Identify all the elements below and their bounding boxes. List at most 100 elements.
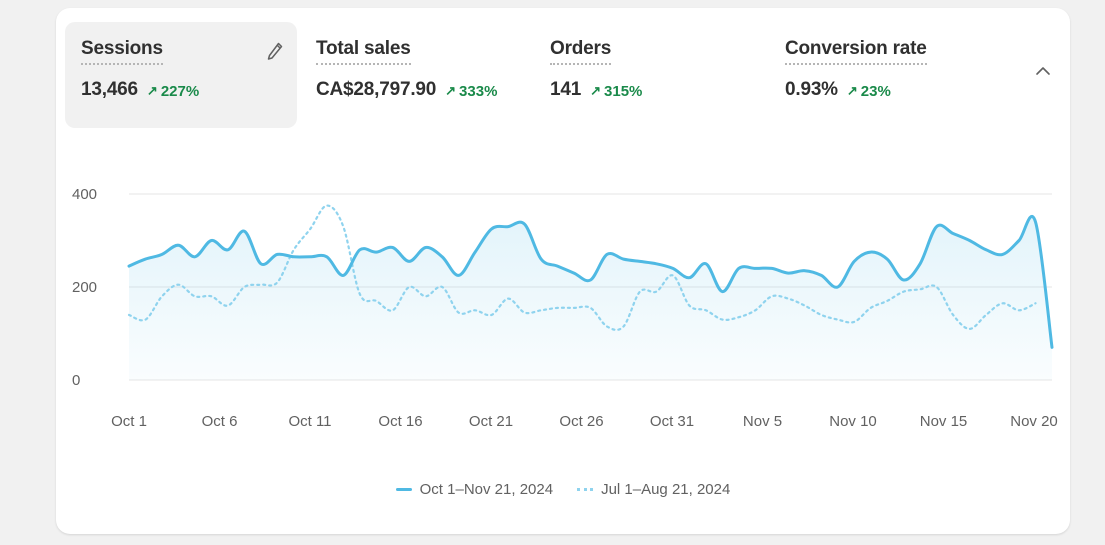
- series-point-current[interactable]: [258, 261, 264, 267]
- series-point-previous[interactable]: [406, 284, 412, 290]
- series-point-previous[interactable]: [835, 317, 841, 323]
- series-point-previous[interactable]: [802, 303, 808, 309]
- legend-item-previous[interactable]: Jul 1–Aug 21, 2024: [577, 481, 730, 498]
- series-point-current[interactable]: [192, 254, 198, 260]
- series-point-previous[interactable]: [670, 272, 676, 278]
- series-point-previous[interactable]: [934, 284, 940, 290]
- series-point-current[interactable]: [126, 263, 132, 269]
- series-point-current[interactable]: [950, 231, 956, 237]
- series-point-previous[interactable]: [505, 296, 511, 302]
- legend-item-current[interactable]: Oct 1–Nov 21, 2024: [395, 481, 553, 498]
- series-point-current[interactable]: [967, 238, 973, 244]
- series-point-previous[interactable]: [983, 312, 989, 318]
- series-point-current[interactable]: [868, 249, 874, 255]
- series-point-previous[interactable]: [324, 203, 330, 209]
- series-point-previous[interactable]: [340, 224, 346, 230]
- series-point-current[interactable]: [637, 258, 643, 264]
- series-point-previous[interactable]: [818, 312, 824, 318]
- series-point-current[interactable]: [1016, 238, 1022, 244]
- series-point-previous[interactable]: [604, 324, 610, 330]
- series-point-current[interactable]: [307, 254, 313, 260]
- series-point-current[interactable]: [719, 289, 725, 295]
- series-point-current[interactable]: [1033, 219, 1039, 225]
- series-point-current[interactable]: [983, 247, 989, 253]
- series-point-current[interactable]: [736, 265, 742, 271]
- series-point-previous[interactable]: [653, 289, 659, 295]
- series-point-current[interactable]: [406, 258, 412, 264]
- series-point-previous[interactable]: [637, 289, 643, 295]
- series-point-previous[interactable]: [769, 293, 775, 299]
- series-point-previous[interactable]: [373, 298, 379, 304]
- series-point-previous[interactable]: [686, 303, 692, 309]
- series-point-previous[interactable]: [423, 293, 429, 299]
- series-point-current[interactable]: [505, 224, 511, 230]
- series-point-previous[interactable]: [1033, 300, 1039, 306]
- series-point-current[interactable]: [241, 228, 247, 234]
- series-point-previous[interactable]: [719, 317, 725, 323]
- series-point-current[interactable]: [423, 245, 429, 251]
- series-point-previous[interactable]: [950, 312, 956, 318]
- series-point-current[interactable]: [439, 254, 445, 260]
- series-point-previous[interactable]: [588, 305, 594, 311]
- series-point-current[interactable]: [522, 221, 528, 227]
- series-point-current[interactable]: [835, 284, 841, 290]
- series-point-current[interactable]: [208, 238, 214, 244]
- series-point-previous[interactable]: [307, 226, 313, 232]
- series-point-current[interactable]: [884, 256, 890, 262]
- series-point-current[interactable]: [818, 272, 824, 278]
- series-point-current[interactable]: [324, 254, 330, 260]
- series-point-previous[interactable]: [884, 298, 890, 304]
- series-point-previous[interactable]: [439, 284, 445, 290]
- series-point-current[interactable]: [225, 247, 231, 253]
- series-point-current[interactable]: [752, 265, 758, 271]
- series-point-previous[interactable]: [357, 291, 363, 297]
- series-point-current[interactable]: [472, 249, 478, 255]
- series-point-previous[interactable]: [489, 312, 495, 318]
- series-point-previous[interactable]: [555, 305, 561, 311]
- series-point-current[interactable]: [291, 254, 297, 260]
- series-point-current[interactable]: [1000, 251, 1006, 257]
- metric-total-sales[interactable]: Total sales CA$28,797.90 ↗ 333%: [300, 22, 532, 128]
- series-point-previous[interactable]: [752, 307, 758, 313]
- series-point-previous[interactable]: [241, 284, 247, 290]
- series-point-previous[interactable]: [192, 293, 198, 299]
- series-point-previous[interactable]: [225, 303, 231, 309]
- series-point-current[interactable]: [621, 256, 627, 262]
- series-point-current[interactable]: [373, 249, 379, 255]
- series-point-previous[interactable]: [571, 305, 577, 311]
- series-point-previous[interactable]: [390, 307, 396, 313]
- series-point-previous[interactable]: [621, 324, 627, 330]
- series-point-previous[interactable]: [208, 293, 214, 299]
- series-point-current[interactable]: [670, 265, 676, 271]
- series-point-previous[interactable]: [291, 247, 297, 253]
- series-point-current[interactable]: [588, 277, 594, 283]
- series-point-previous[interactable]: [967, 326, 973, 332]
- series-point-previous[interactable]: [126, 312, 132, 318]
- series-point-current[interactable]: [143, 256, 149, 262]
- metric-orders[interactable]: Orders 141 ↗ 315%: [534, 22, 766, 128]
- series-point-current[interactable]: [934, 224, 940, 230]
- metric-sessions[interactable]: Sessions 13,466 ↗ 227%: [65, 22, 297, 128]
- series-point-current[interactable]: [703, 261, 709, 267]
- series-point-previous[interactable]: [917, 286, 923, 292]
- series-point-current[interactable]: [159, 251, 165, 257]
- series-point-previous[interactable]: [703, 307, 709, 313]
- series-point-previous[interactable]: [868, 305, 874, 311]
- series-point-current[interactable]: [686, 275, 692, 281]
- series-point-current[interactable]: [1049, 344, 1055, 350]
- series-point-previous[interactable]: [472, 307, 478, 313]
- series-point-previous[interactable]: [1000, 300, 1006, 306]
- series-point-current[interactable]: [851, 258, 857, 264]
- series-point-current[interactable]: [917, 261, 923, 267]
- series-point-previous[interactable]: [456, 310, 462, 316]
- series-point-previous[interactable]: [274, 279, 280, 285]
- series-point-current[interactable]: [653, 261, 659, 267]
- series-point-current[interactable]: [538, 256, 544, 262]
- metric-conversion-rate[interactable]: Conversion rate 0.93% ↗ 23%: [769, 22, 1001, 128]
- series-point-current[interactable]: [769, 265, 775, 271]
- series-point-current[interactable]: [274, 251, 280, 257]
- series-point-previous[interactable]: [851, 319, 857, 325]
- series-point-previous[interactable]: [175, 282, 181, 288]
- series-point-current[interactable]: [489, 226, 495, 232]
- series-point-previous[interactable]: [143, 317, 149, 323]
